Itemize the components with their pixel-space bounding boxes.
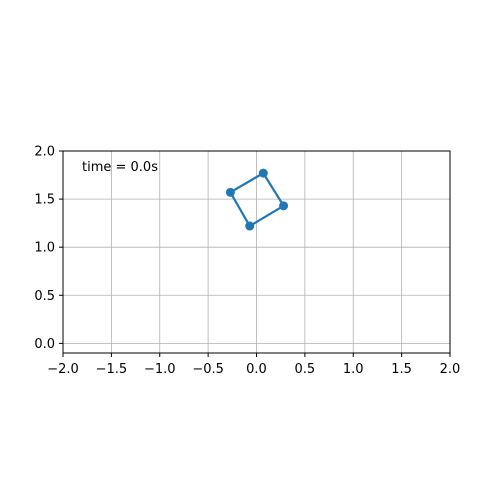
y-tick-label: 1.0 [34,241,55,256]
x-tick-label: 0.5 [295,362,316,377]
data-point [258,168,268,178]
x-tick-label: −2.0 [47,362,79,377]
x-tick-label: −1.0 [144,362,176,377]
y-axis: 0.0 0.5 1.0 1.5 2.0 [34,145,63,352]
data-point [245,221,255,231]
x-tick-label: −1.5 [96,362,128,377]
x-tick-label: 2.0 [440,362,461,377]
y-tick-label: 0.0 [34,337,55,352]
x-tick-label: 0.0 [246,362,267,377]
x-axis: −2.0 −1.5 −1.0 −0.5 0.0 0.5 1.0 1.5 2.0 [47,353,460,377]
time-annotation: time = 0.0s [82,160,158,175]
series-layer [225,168,289,231]
y-tick-label: 2.0 [34,145,55,160]
x-gridlines [62,151,451,353]
y-tick-label: 0.5 [34,289,55,304]
y-tick-label: 1.5 [34,193,55,208]
data-point [225,187,235,197]
x-tick-label: −0.5 [192,362,224,377]
x-tick-label: 1.5 [391,362,412,377]
plot-area: time = 0.0s [62,150,451,354]
data-point [279,201,289,211]
x-tick-label: 1.0 [343,362,364,377]
